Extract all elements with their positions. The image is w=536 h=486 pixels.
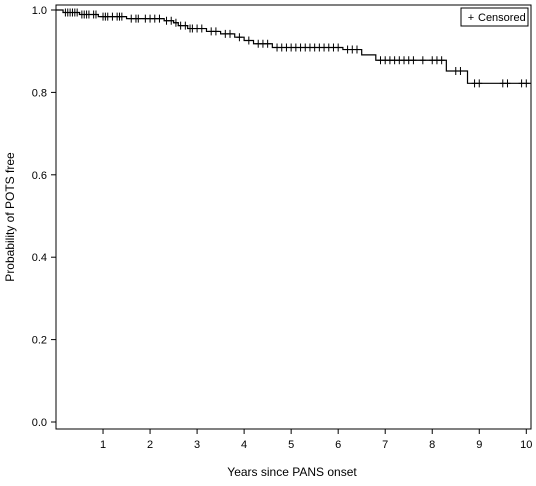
censor-mark: [168, 16, 175, 25]
y-tick-label: 0.2: [32, 335, 47, 347]
censor-mark: [92, 10, 99, 19]
legend-censor-symbol: +: [468, 12, 474, 24]
censor-mark: [118, 12, 125, 21]
legend-censored-label: Censored: [478, 12, 526, 24]
x-tick-label: 1: [100, 439, 106, 451]
censor-mark: [156, 14, 163, 23]
x-tick-label: 10: [520, 439, 532, 451]
censor-mark: [172, 18, 179, 27]
y-axis: 0.0 0.2 0.4 0.6 0.8 1.0: [32, 5, 56, 429]
x-tick-label: 6: [335, 439, 341, 451]
x-tick-label: 3: [194, 439, 200, 451]
x-tick-label: 4: [241, 439, 247, 451]
censor-mark: [212, 27, 219, 36]
censor-mark: [523, 79, 530, 88]
censor-mark: [236, 33, 243, 42]
censor-mark: [182, 21, 189, 30]
x-tick-label: 2: [147, 439, 153, 451]
y-axis-title: Probability of POTS free: [3, 152, 17, 282]
censor-mark: [74, 8, 81, 17]
censor-mark: [504, 79, 511, 88]
survival-step-line: [56, 9, 531, 84]
censor-mark: [419, 56, 426, 65]
x-tick-label: 5: [288, 439, 294, 451]
censor-mark: [476, 79, 483, 88]
censor-mark: [198, 24, 205, 33]
y-tick-label: 0.0: [32, 417, 47, 429]
x-axis-title: Years since PANS onset: [227, 465, 357, 479]
censor-mark: [135, 14, 142, 23]
censor-mark: [264, 39, 271, 48]
censor-marks: [62, 8, 530, 88]
censor-mark: [353, 45, 360, 54]
censor-mark: [227, 29, 234, 38]
censor-mark: [438, 56, 445, 65]
censor-mark: [245, 36, 252, 45]
censor-mark: [457, 66, 464, 75]
legend: + Censored: [460, 7, 529, 27]
y-tick-label: 0.8: [32, 87, 47, 99]
x-axis: 1 2 3 4 5 6 7 8 9 10: [100, 429, 532, 451]
x-tick-label: 7: [382, 439, 388, 451]
x-tick-label: 8: [429, 439, 435, 451]
y-tick-label: 1.0: [32, 5, 47, 17]
censor-mark: [410, 56, 417, 65]
survival-series: [56, 9, 531, 84]
y-tick-label: 0.4: [32, 252, 47, 264]
x-tick-label: 9: [476, 439, 482, 451]
y-tick-label: 0.6: [32, 170, 47, 182]
legend-box: [460, 7, 529, 27]
censor-mark: [335, 43, 342, 52]
plot-frame: [55, 4, 532, 430]
plot-border: [55, 4, 532, 430]
